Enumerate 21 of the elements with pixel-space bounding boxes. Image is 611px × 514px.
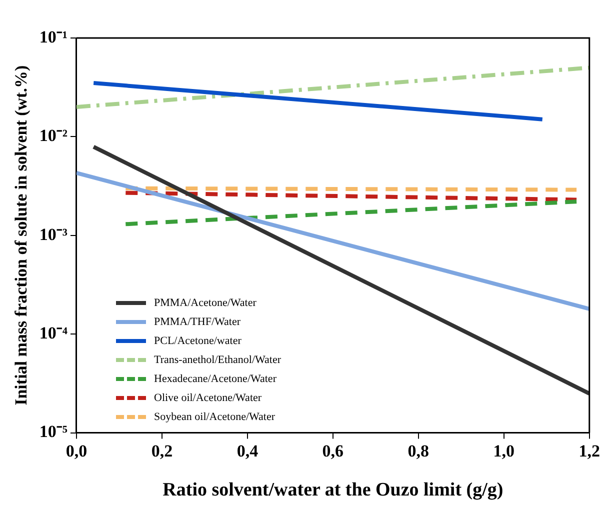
x-tick-label: 0,2 [151,441,173,460]
legend-label: Trans-anethol/Ethanol/Water [154,354,282,366]
legend-label: Hexadecane/Acetone/Water [154,372,276,384]
legend-label: PCL/Acetone/water [154,334,242,346]
x-tick-label: 0,8 [408,441,430,460]
legend-label: PMMA/THF/Water [154,316,241,328]
legend-label: Soybean oil/Acetone/Water [154,410,275,422]
x-axis-title: Ratio solvent/water at the Ouzo limit (g/g) [162,480,504,501]
x-tick-label: 1,0 [493,441,515,460]
y-tick-label: 10⁻² [39,126,68,146]
y-tick-label: 10⁻¹ [39,27,68,46]
legend-label: PMMA/Acetone/Water [154,296,256,308]
x-tick-label: 0,0 [66,441,88,460]
y-axis-title: Initial mass fraction of solute in solvent (wt.%) [12,65,31,406]
legend-label: Olive oil/Acetone/Water [154,392,262,404]
y-tick-label: 10⁻⁵ [39,422,68,442]
x-tick-label: 0,4 [236,441,259,460]
y-tick-label: 10⁻⁴ [39,323,68,342]
y-tick-label: 10⁻³ [39,224,68,244]
x-tick-label: 0,6 [322,441,344,460]
x-tick-label: 1,2 [578,441,600,460]
